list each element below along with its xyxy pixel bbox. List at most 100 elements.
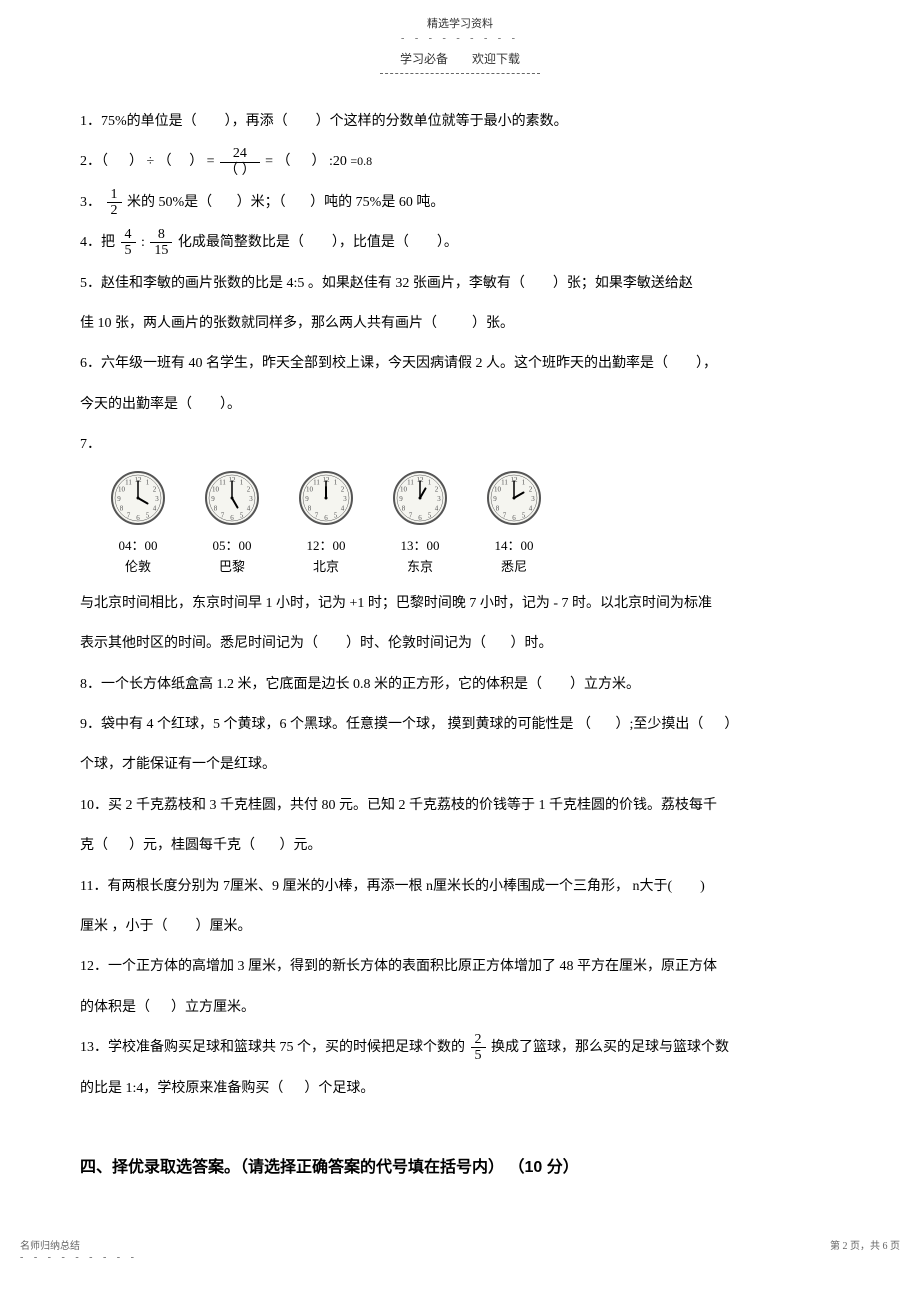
question-7: 7． 123456789101112 04：00伦敦 1234567891011…	[80, 427, 840, 663]
q13-n: 2	[471, 1032, 486, 1048]
svg-text:4: 4	[341, 504, 345, 512]
q13-l2b: ）个足球。	[304, 1081, 374, 1096]
clock-city: 伦敦	[110, 557, 166, 578]
svg-text:2: 2	[435, 485, 439, 493]
q6-l1a: 6．六年级一班有 40 名学生，昨天全部到校上课，今天因病请假 2 人。这个班昨…	[80, 356, 668, 371]
q4-d: ）。	[437, 235, 458, 250]
svg-text:6: 6	[418, 514, 422, 522]
q3-num: 1	[107, 187, 122, 203]
svg-text:9: 9	[117, 495, 121, 503]
question-2: 2．（ ） ÷ （ ） = 24 （ ） = （ ） :20 =0.8	[80, 144, 840, 180]
svg-text:4: 4	[247, 504, 251, 512]
svg-text:3: 3	[437, 495, 441, 503]
q10-l2b: ）元，桂圆每千克（	[129, 838, 255, 853]
q4-a: 4．把	[80, 235, 115, 250]
question-10-line1: 10．买 2 千克荔枝和 3 千克桂圆，共付 80 元。已知 2 千克荔枝的价钱…	[80, 788, 840, 824]
svg-text:5: 5	[240, 511, 244, 519]
svg-text:11: 11	[313, 478, 320, 486]
q4-c: ），比值是（	[332, 235, 409, 250]
clock-column: 123456789101112 12：00北京	[298, 470, 354, 578]
svg-text:10: 10	[400, 485, 408, 493]
svg-text:8: 8	[496, 504, 500, 512]
svg-text:3: 3	[531, 495, 535, 503]
q4-d1: 5	[121, 243, 136, 258]
svg-text:10: 10	[494, 485, 502, 493]
question-5-line2: 佳 10 张，两人画片的张数就同样多，那么两人共有画片（ ）张。	[80, 306, 840, 342]
q4-n1: 4	[121, 227, 136, 243]
svg-text:10: 10	[212, 485, 220, 493]
svg-text:2: 2	[529, 485, 533, 493]
q9-l1c: ）	[724, 717, 738, 732]
clock-city: 巴黎	[204, 557, 260, 578]
question-5-line1: 5．赵佳和李敏的画片张数的比是 4:5 。如果赵佳有 32 张画片，李敏有（ ）…	[80, 266, 840, 302]
svg-text:11: 11	[501, 478, 508, 486]
q12-l2a: 的体积是（	[80, 1000, 150, 1015]
svg-text:1: 1	[146, 478, 150, 486]
q1-c: ）个这样的分数单位就等于最小的素数。	[316, 114, 568, 129]
q13-fraction: 2 5	[471, 1032, 486, 1064]
q5-l2a: 佳 10 张，两人画片的张数就同样多，那么两人共有画片（	[80, 316, 437, 331]
svg-text:7: 7	[315, 511, 319, 519]
q2-num: 24	[220, 146, 260, 162]
q3-den: 2	[107, 203, 122, 218]
q4-frac1: 4 5	[121, 227, 136, 259]
q6-l1b: ），	[696, 356, 717, 371]
q8-b: ）立方米。	[570, 677, 640, 692]
q2-a: 2．（	[80, 154, 108, 169]
q4-frac2: 8 15	[150, 227, 172, 259]
svg-text:1: 1	[240, 478, 244, 486]
question-1: 1．75%的单位是（ ），再添（ ）个这样的分数单位就等于最小的素数。	[80, 104, 840, 140]
footer-right: 第 2 页，共 6 页	[830, 1237, 900, 1252]
q3-b: 米的 50%是（	[127, 195, 212, 210]
section-4-title: 四、择优录取选答案。（请选择正确答案的代号填在括号内） （10 分）	[80, 1153, 840, 1177]
svg-text:11: 11	[407, 478, 414, 486]
svg-text:4: 4	[153, 504, 157, 512]
question-8: 8．一个长方体纸盒高 1.2 米，它底面是边长 0.8 米的正方形，它的体积是（…	[80, 667, 840, 703]
svg-text:9: 9	[399, 495, 403, 503]
q7-l2a: 表示其他时区的时间。悉尼时间记为（	[80, 636, 318, 651]
svg-text:8: 8	[214, 504, 218, 512]
question-12-line1: 12．一个正方体的高增加 3 厘米，得到的新长方体的表面积比原正方体增加了 48…	[80, 949, 840, 985]
q2-d: = （	[265, 154, 290, 169]
svg-text:11: 11	[219, 478, 226, 486]
svg-text:9: 9	[493, 495, 497, 503]
q5-l1b: ）张；如果李敏送给赵	[553, 276, 693, 291]
clock-time: 04：00	[110, 536, 166, 557]
clock-column: 123456789101112 04：00伦敦	[110, 470, 166, 578]
svg-text:3: 3	[155, 495, 159, 503]
svg-text:9: 9	[305, 495, 309, 503]
svg-text:5: 5	[522, 511, 526, 519]
q4-n2: 8	[150, 227, 172, 243]
q7-label: 7．	[80, 437, 101, 452]
svg-text:2: 2	[153, 485, 157, 493]
q7-text1: 与北京时间相比，东京时间早 1 小时，记为 +1 时；巴黎时间晚 7 小时，记为…	[80, 586, 840, 622]
svg-text:7: 7	[221, 511, 225, 519]
q2-den: （ ）	[220, 163, 260, 178]
header-top: 精选学习资料	[80, 0, 840, 31]
q4-b: 化成最简整数比是（	[178, 235, 304, 250]
clock-time: 05：00	[204, 536, 260, 557]
header-sub-right: 欢迎下载	[472, 52, 520, 66]
svg-text:3: 3	[249, 495, 253, 503]
q6-l2b: ）。	[220, 397, 241, 412]
q5-l2b: ）张。	[472, 316, 514, 331]
q11-l1a: 11．有两根长度分别为 7厘米、9 厘米的小棒，再添一根 n厘米长的小棒围成一个…	[80, 879, 672, 894]
footer-right-text: 第 2 页，共 6 页	[830, 1241, 900, 1252]
q10-l2c: ）元。	[280, 838, 322, 853]
svg-text:11: 11	[125, 478, 132, 486]
question-9-line2: 个球，才能保证有一个是红球。	[80, 747, 840, 783]
q2-b: ） ÷ （	[129, 154, 172, 169]
q3-a: 3．	[80, 195, 101, 210]
q2-c: ） =	[189, 154, 214, 169]
q13-d: 5	[471, 1048, 486, 1063]
svg-text:7: 7	[503, 511, 507, 519]
q3-c: ）米；（	[237, 195, 286, 210]
q2-f: =0.8	[350, 154, 372, 168]
q7-text2: 表示其他时区的时间。悉尼时间记为（ ）时、伦敦时间记为（ ）时。	[80, 626, 840, 662]
svg-text:4: 4	[529, 504, 533, 512]
question-6-line1: 6．六年级一班有 40 名学生，昨天全部到校上课，今天因病请假 2 人。这个班昨…	[80, 346, 840, 382]
svg-text:7: 7	[127, 511, 131, 519]
question-13-line2: 的比是 1:4，学校原来准备购买（ ）个足球。	[80, 1071, 840, 1107]
svg-text:8: 8	[402, 504, 406, 512]
clock-column: 123456789101112 14：00悉尼	[486, 470, 542, 578]
